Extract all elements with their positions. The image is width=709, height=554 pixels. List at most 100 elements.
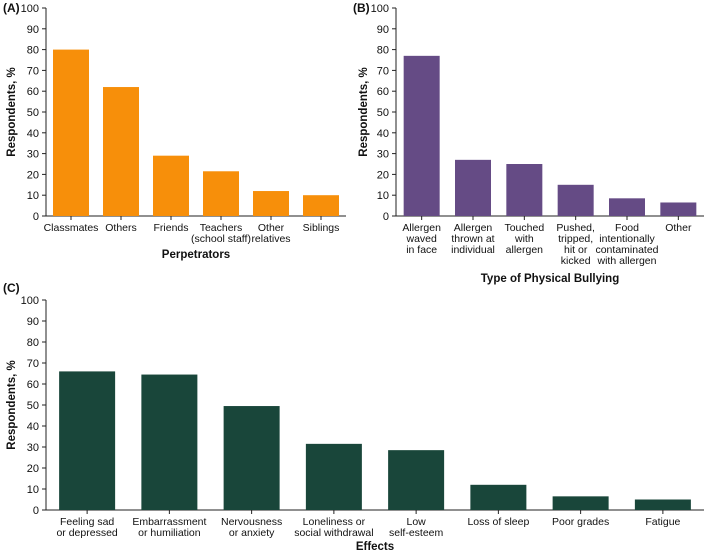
chart-a-y-axis-title: Respondents, % (6, 67, 18, 156)
chart-a-category-label: Other relatives (251, 222, 290, 245)
chart-a-category-label-line: Siblings (303, 222, 340, 234)
chart-b-category-label-line: with (514, 233, 534, 245)
chart-b-category-label-line: with allergen (597, 255, 657, 267)
chart-b-category-label-line: Allergen (454, 222, 493, 234)
chart-c-y-tick-label: 90 (27, 316, 39, 328)
chart-a-y-tick-label: 30 (27, 149, 39, 161)
chart-c-y-tick-label: 50 (27, 400, 39, 412)
chart-c-category-label-line: Low (406, 516, 426, 528)
chart-a-y-tick-label: 0 (33, 211, 39, 223)
chart-c-category-label: Feeling sad or depressed (56, 516, 117, 539)
chart-a-category-label-line: Friends (153, 222, 188, 234)
chart-c-category-label-line: self-esteem (389, 527, 444, 539)
chart-c-y-tick-label: 0 (33, 505, 39, 517)
chart-a-panel-label: (A) (3, 1, 20, 15)
chart-b-bar (609, 198, 645, 216)
chart-a-bar (253, 191, 289, 216)
chart-b-y-tick-label: 70 (377, 65, 389, 77)
chart-a-y-tick-label: 20 (27, 169, 39, 181)
chart-c-category-label: Poor grades (552, 516, 609, 528)
chart-c-category-label-line: Feeling sad (60, 516, 114, 528)
chart-b-category-label: Pushed, tripped, hit or kicked (556, 222, 595, 267)
chart-c-category-label-line: Poor grades (552, 516, 609, 528)
chart-c-category-label-line: Loneliness or (303, 516, 366, 528)
chart-c-y-tick-label: 30 (27, 442, 39, 454)
chart-a-y-tick-label: 60 (27, 86, 39, 98)
chart-c-category-label-line: Fatigue (645, 516, 680, 528)
chart-a-bar (203, 171, 239, 216)
chart-b-category-label: Touched with allergen (504, 222, 544, 256)
chart-c-y-tick-label: 70 (27, 358, 39, 370)
chart-a-bar (53, 49, 89, 216)
chart-a-category-label-line: (school staff) (191, 233, 251, 245)
chart-c-bar (305, 443, 362, 510)
chart-b-category-label: Allergen waved in face (402, 222, 441, 256)
chart-a-y-tick-label: 10 (27, 190, 39, 202)
chart-c-category-label: Nervousness or anxiety (221, 516, 282, 539)
chart-c-y-tick-label: 40 (27, 421, 39, 433)
chart-c-y-tick-label: 10 (27, 484, 39, 496)
chart-b-bar (660, 202, 697, 216)
chart-b-category-label: Allergen thrown at individual (451, 222, 495, 256)
chart-c-bar (223, 406, 280, 510)
chart-a-y-tick-label: 70 (27, 65, 39, 77)
chart-b-category-label-line: Other (665, 222, 692, 234)
chart-b-bar (403, 55, 440, 217)
chart-b-category-label-line: hit or (564, 244, 588, 256)
chart-b-category-label-line: waved (405, 233, 437, 245)
chart-a-y-tick-label: 100 (21, 3, 39, 15)
chart-c-category-label-line: Nervousness (221, 516, 282, 528)
chart-b-category-label-line: thrown at (451, 233, 494, 245)
chart-c-category-label-line: or depressed (56, 527, 117, 539)
chart-b-y-tick-label: 90 (377, 24, 389, 36)
chart-a-y-tick-label: 90 (27, 24, 39, 36)
chart-c-y-tick-label: 20 (27, 463, 39, 475)
chart-b-y-tick-label: 80 (377, 45, 389, 57)
chart-b-category-label-line: tripped, (558, 233, 593, 245)
chart-c-category-label-line: or anxiety (229, 527, 275, 539)
chart-b-bar (455, 159, 491, 216)
chart-c-category-label: Low self-esteem (389, 516, 444, 539)
chart-c-y-tick-label: 80 (27, 337, 39, 349)
chart-a-category-label-line: Other (258, 222, 285, 234)
chart-c-y-tick-label: 100 (21, 295, 39, 307)
chart-c-category-label-line: or humiliation (138, 527, 201, 539)
chart-b-y-tick-label: 60 (377, 86, 389, 98)
chart-a-category-label-line: Others (105, 222, 137, 234)
chart-b-y-tick-label: 10 (377, 190, 389, 202)
chart-c-category-label: Embarrassment or humiliation (132, 516, 206, 539)
chart-a-y-tick-label: 50 (27, 107, 39, 119)
chart-a-y-tick-label: 40 (27, 128, 39, 140)
chart-c-bar (141, 374, 198, 510)
chart-b-y-tick-label: 40 (377, 128, 389, 140)
chart-c-bar (470, 484, 527, 510)
chart-c-y-tick-label: 60 (27, 379, 39, 391)
chart-b: (B) 0 10 20 30 40 50 60 70 80 90 100 Respondents, % A… (353, 1, 704, 285)
chart-b-category-label: Food intentionally contaminated with allerg… (595, 222, 658, 267)
chart-c-bar (388, 450, 445, 510)
chart-b-category-label-line: Food (615, 222, 639, 234)
chart-a-category-label: Friends (153, 222, 188, 234)
chart-b-bar (506, 164, 543, 216)
chart-c-category-label: Loss of sleep (467, 516, 529, 528)
chart-c-bar (634, 499, 691, 510)
chart-b-y-axis-title: Respondents, % (358, 67, 370, 156)
chart-a-bar (153, 155, 189, 216)
chart-a-category-label: Teachers (school staff) (191, 222, 251, 245)
chart-a: (A) 0 10 20 30 40 50 60 70 80 90 100 Respondents, % C… (3, 1, 346, 261)
chart-b-category-label-line: allergen (506, 244, 544, 256)
chart-c-bar (59, 371, 116, 510)
chart-c-bar (552, 496, 609, 510)
chart-b-category-label-line: in face (406, 244, 437, 256)
chart-b-category-label-line: Allergen (402, 222, 441, 234)
chart-a-category-label: Siblings (303, 222, 340, 234)
chart-a-x-axis-title: Perpetrators (162, 249, 230, 261)
chart-a-category-label-line: Teachers (200, 222, 243, 234)
chart-b-y-tick-label: 100 (371, 3, 389, 15)
chart-c-panel-label: (C) (3, 281, 20, 295)
chart-b-category-label: Other (665, 222, 692, 234)
chart-a-y-tick-label: 80 (27, 45, 39, 57)
chart-b-y-tick-label: 0 (383, 211, 389, 223)
chart-c-x-axis-title: Effects (356, 541, 394, 553)
